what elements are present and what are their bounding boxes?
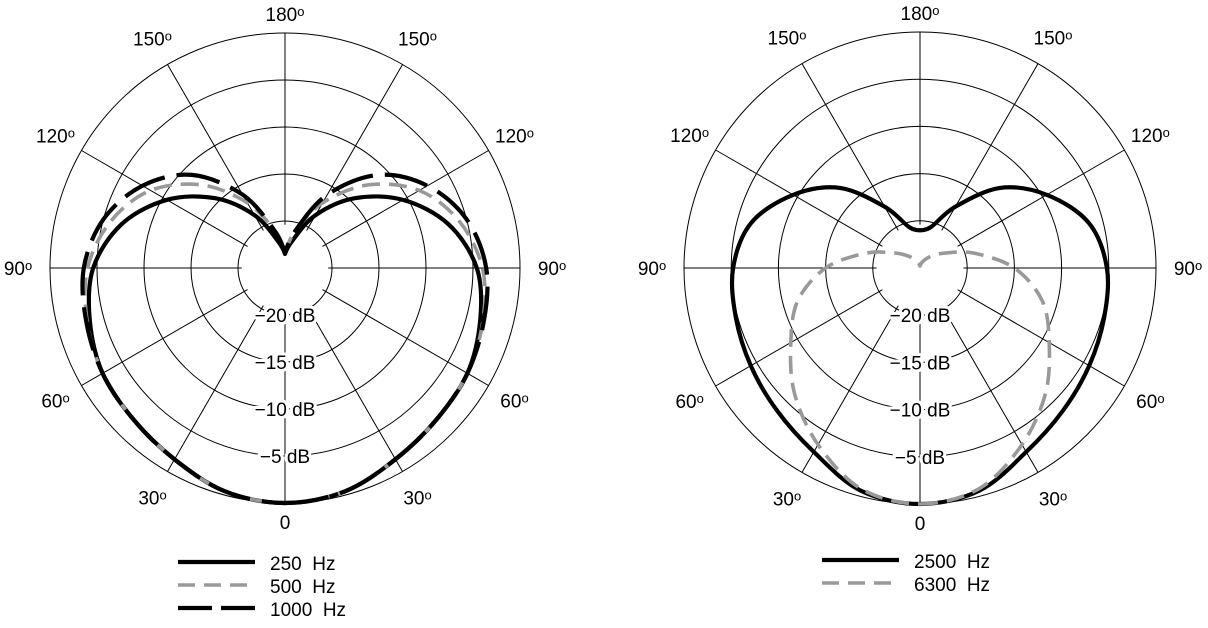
polar-chart-2: −5 dB −10 dB −15 dB −20 dB 0 30o 30o 60o 60o 90o 9… — [638, 3, 1202, 596]
ring-label: −10 dB — [255, 400, 316, 421]
angle-label: 90o — [638, 258, 666, 280]
angle-label: 0 — [280, 513, 291, 534]
ring-label: −15 dB — [890, 353, 951, 374]
angle-label: 60o — [500, 391, 528, 413]
grid-spoke — [167, 305, 264, 472]
degree-symbol: o — [430, 29, 437, 44]
grid-spoke — [957, 289, 1125, 387]
grid-spoke — [801, 63, 899, 231]
angle-label: 30o — [138, 487, 166, 509]
legend-label: 250 Hz — [270, 554, 335, 575]
degree-symbol: o — [697, 391, 704, 406]
angle-label: 30o — [1039, 488, 1067, 510]
angle-label: 120o — [36, 126, 75, 148]
degree-symbol: o — [297, 4, 304, 19]
angle-label: 60o — [41, 391, 69, 413]
angle-label: 30o — [403, 487, 431, 509]
grid-spoke — [81, 289, 248, 386]
angle-label: 90o — [4, 258, 32, 280]
grid-spoke — [801, 305, 899, 473]
degree-symbol: o — [1065, 28, 1072, 43]
ring-label: −5 dB — [895, 448, 945, 469]
legend-label: 1000 Hz — [270, 600, 346, 621]
angle-label: 150o — [398, 29, 437, 51]
degree-symbol: o — [659, 258, 666, 273]
degree-symbol: o — [794, 488, 801, 503]
angle-label: 60o — [675, 391, 703, 413]
angle-label: 60o — [1136, 391, 1164, 413]
degree-symbol: o — [559, 258, 566, 273]
grid — [683, 31, 1157, 505]
series-6300-hz — [788, 250, 1052, 506]
angle-label: 180o — [901, 3, 940, 25]
degree-symbol: o — [62, 391, 69, 406]
degree-symbol: o — [1195, 258, 1202, 273]
grid-spoke — [957, 149, 1125, 247]
angle-label: 150o — [133, 29, 172, 51]
angle-label: 120o — [1131, 125, 1170, 147]
grid-spoke — [941, 305, 1039, 473]
angle-label: 150o — [768, 28, 807, 50]
angle-label: 120o — [495, 126, 534, 148]
degree-symbol: o — [1060, 488, 1067, 503]
degree-symbol: o — [932, 3, 939, 18]
grid-spoke — [167, 64, 264, 231]
angle-label: 90o — [1174, 258, 1202, 280]
degree-symbol: o — [521, 391, 528, 406]
legend-label: 500 Hz — [270, 577, 335, 598]
degree-symbol: o — [1163, 125, 1170, 140]
grid — [49, 32, 521, 504]
ring-label: −10 dB — [890, 401, 951, 422]
grid-spoke — [322, 289, 489, 386]
legend-label: 6300 Hz — [914, 575, 990, 596]
ring-label: −20 dB — [255, 306, 316, 327]
polar-chart-1: −5 dB −10 dB −15 dB −20 dB 0 30o 30o 60o 60o 90o 9… — [4, 4, 566, 621]
grid-spoke — [941, 63, 1039, 231]
ring-label: −20 dB — [890, 306, 951, 327]
degree-symbol: o — [159, 487, 166, 502]
legend-label: 2500 Hz — [914, 552, 990, 573]
grid-ring — [237, 220, 333, 316]
series-2500-hz — [729, 185, 1111, 507]
ring-label: −5 dB — [260, 447, 310, 468]
series-1000-hz — [80, 172, 490, 506]
ring-label: −15 dB — [255, 353, 316, 374]
angle-label: 0 — [915, 514, 926, 535]
grid-spoke — [715, 149, 883, 247]
degree-symbol: o — [527, 126, 534, 141]
grid-ring — [872, 220, 968, 316]
degree-symbol: o — [68, 126, 75, 141]
degree-symbol: o — [165, 29, 172, 44]
angle-label: 150o — [1034, 28, 1073, 50]
degree-symbol: o — [1157, 391, 1164, 406]
degree-symbol: o — [799, 28, 806, 43]
degree-symbol: o — [424, 487, 431, 502]
angle-label: 120o — [670, 125, 709, 147]
degree-symbol: o — [702, 125, 709, 140]
grid-spoke — [715, 289, 883, 387]
angle-label: 180o — [266, 4, 305, 26]
angle-label: 30o — [773, 488, 801, 510]
grid-spoke — [306, 305, 403, 472]
angle-label: 90o — [538, 258, 566, 280]
degree-symbol: o — [25, 258, 32, 273]
